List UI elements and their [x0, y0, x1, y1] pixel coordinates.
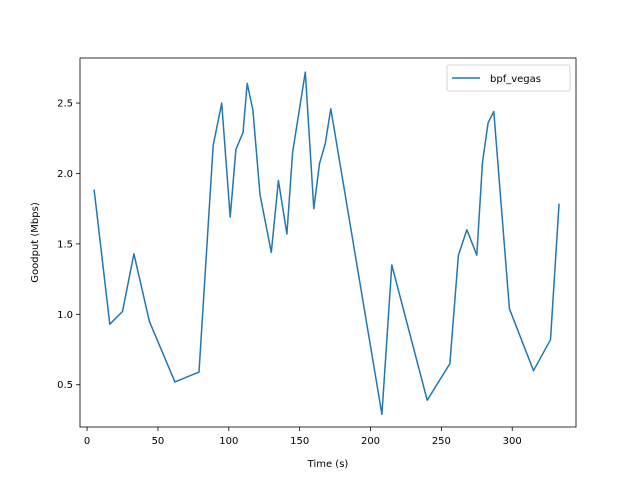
- x-axis-label: Time (s): [307, 459, 349, 470]
- legend-box: [446, 64, 571, 92]
- series-line-bpf_vegas: [93, 71, 560, 416]
- y-axis-ticks: 0.5 1.0 1.5 2.0 2.5: [57, 99, 80, 391]
- x-tick-label: 200: [361, 436, 380, 447]
- y-tick-label: 0.5: [57, 380, 73, 391]
- legend-series-label: bpf_vegas: [490, 74, 541, 85]
- axes-frame: [79, 57, 577, 428]
- x-axis-ticks: 0 50 100 150 200 250 300: [84, 427, 522, 447]
- y-axis-label: Goodput (Mbps): [30, 202, 41, 283]
- y-tick-label: 1.0: [57, 310, 73, 321]
- plot-area: [79, 57, 577, 428]
- y-tick-label: 2.5: [57, 99, 73, 110]
- x-tick-label: 150: [290, 436, 309, 447]
- axes-background: [80, 58, 576, 427]
- series-layer: [93, 71, 560, 416]
- x-tick-label: 250: [432, 436, 451, 447]
- legend: bpf_vegas: [446, 64, 571, 92]
- x-tick-label: 300: [503, 436, 522, 447]
- y-tick-label: 2.0: [57, 169, 73, 180]
- x-tick-label: 50: [152, 436, 165, 447]
- y-tick-label: 1.5: [57, 239, 73, 250]
- x-tick-label: 100: [219, 436, 238, 447]
- x-tick-label: 0: [84, 436, 90, 447]
